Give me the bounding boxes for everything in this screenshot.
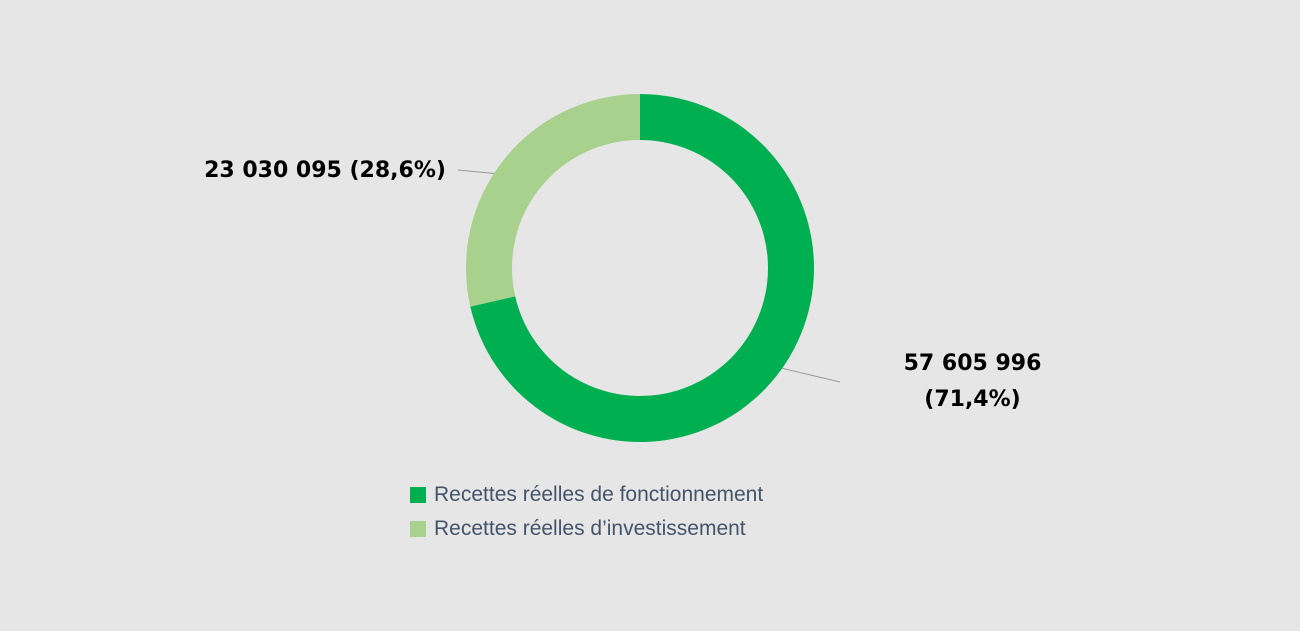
legend-swatch (410, 487, 426, 503)
value-label: 57 605 996 (71,4%) (903, 351, 1042, 412)
legend-item: Recettes réelles d’investissement (410, 512, 763, 546)
value-label: 23 030 095 (28,6%) (204, 158, 446, 183)
legend-label: Recettes réelles d’investissement (434, 517, 746, 540)
legend: Recettes réelles de fonctionnement Recett… (410, 478, 763, 546)
donut-segment (466, 94, 640, 307)
legend-swatch (410, 521, 426, 537)
legend-label: Recettes réelles de fonctionnement (434, 483, 764, 506)
legend-item: Recettes réelles de fonctionnement (410, 478, 763, 512)
